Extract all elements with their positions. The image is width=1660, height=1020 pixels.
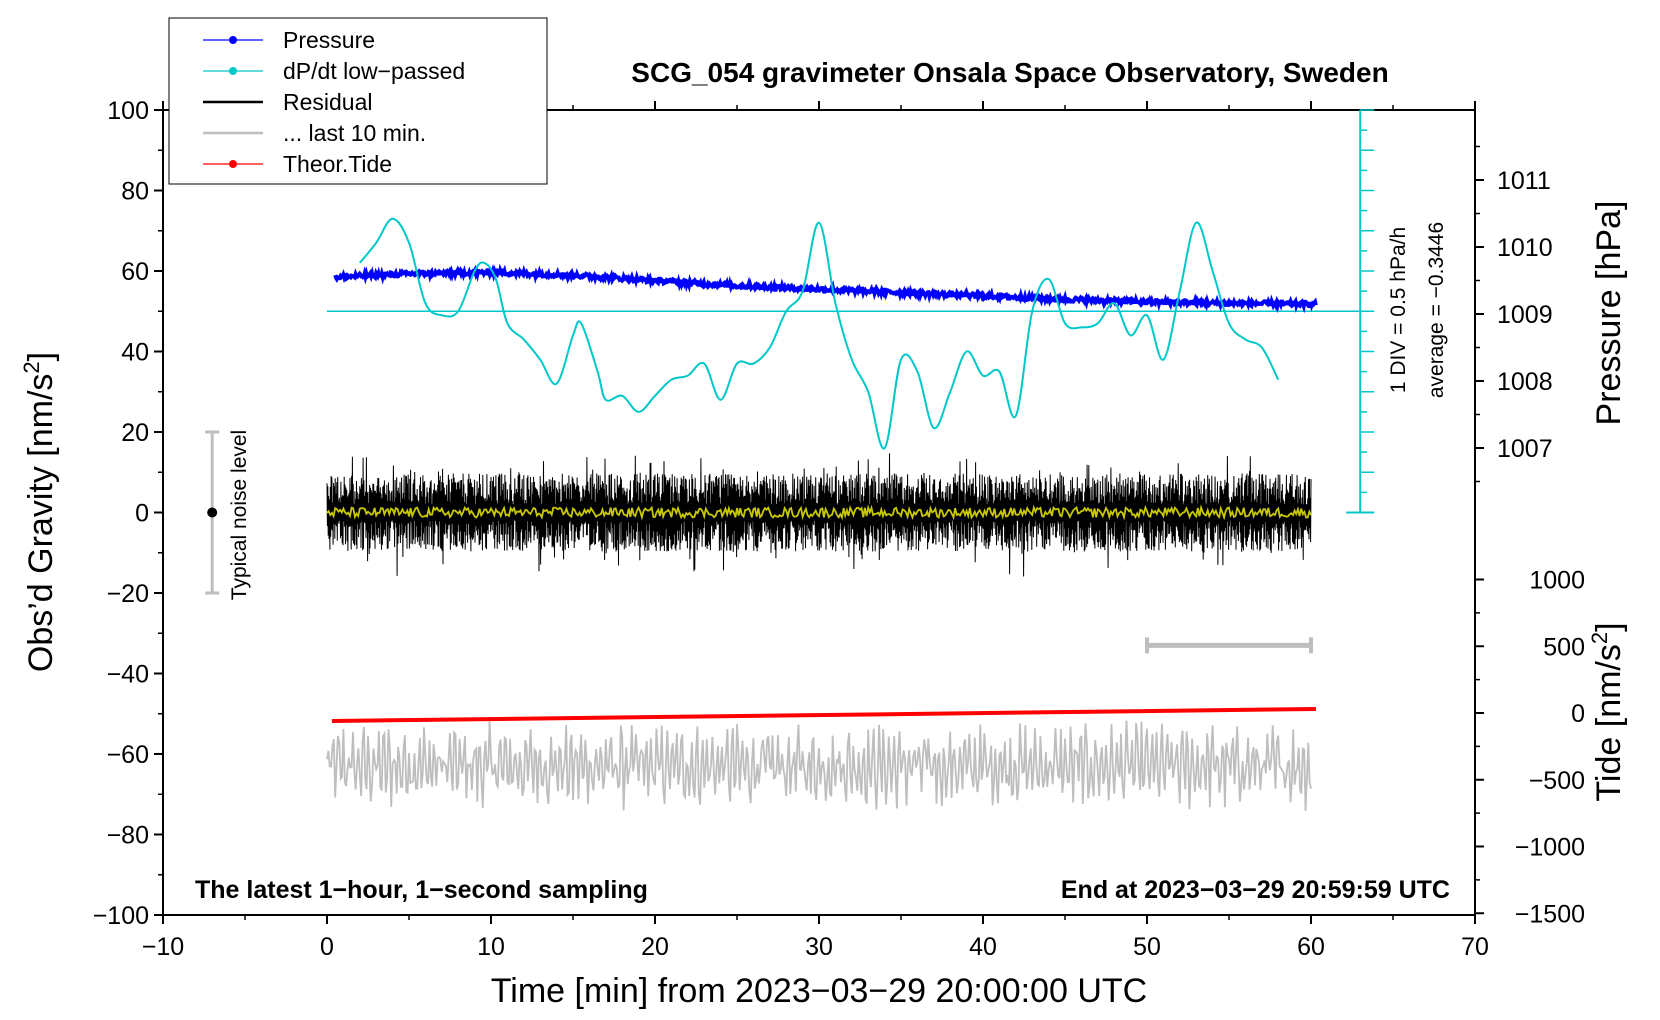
tide-tick-label: −1000	[1515, 834, 1585, 862]
noise-center-dot	[207, 507, 218, 518]
noise-level-indicator	[205, 430, 220, 595]
y-tick-label: −100	[93, 902, 149, 930]
legend-label: Pressure	[283, 27, 375, 53]
y-tick-label: −60	[107, 741, 149, 769]
x-axis-label: Time [min] from 2023−03−29 20:00:00 UTC	[491, 972, 1147, 1010]
legend-label: Residual	[283, 89, 373, 115]
pressure-tick-label: 1009	[1497, 301, 1553, 329]
legend-entries: Pressure dP/dt low−passed Residual ... last…	[203, 27, 465, 177]
x-tick-label: −10	[142, 933, 184, 961]
x-tick-label: 60	[1297, 933, 1325, 961]
legend-swatch-dot	[229, 36, 237, 44]
dpdt-scale-label: 1 DIV = 0.5 hPa/h	[1387, 227, 1410, 393]
pressure-tick-label: 1008	[1497, 368, 1553, 396]
legend-swatch-dot	[229, 67, 237, 75]
y-tick-label: 60	[121, 258, 149, 286]
pressure-line	[333, 263, 1318, 314]
y-axis-label-pressure: Pressure [hPa]	[1590, 201, 1628, 426]
x-tick-label: 40	[969, 933, 997, 961]
y-tick-label: −80	[107, 822, 149, 850]
y-tick-label: 20	[121, 419, 149, 447]
y-axis-label-tide: Tide [nm/s2]	[1587, 622, 1628, 801]
series-theor-tide	[331, 706, 1316, 724]
series-pressure	[333, 263, 1318, 314]
x-tick-label: 70	[1461, 933, 1489, 961]
dpdt-average-label: average = −0.3446	[1425, 222, 1448, 398]
period-bar	[1145, 637, 1313, 654]
annotation-end-time: End at 2023−03−29 20:59:59 UTC	[1061, 876, 1450, 904]
pressure-tick-label: 1007	[1497, 435, 1553, 463]
dpdt-line	[359, 217, 1280, 450]
x-tick-label: 30	[805, 933, 833, 961]
tide-tick-label: 0	[1571, 700, 1585, 728]
x-tick-label: 20	[641, 933, 669, 961]
pressure-tick-label: 1010	[1497, 234, 1553, 262]
annotation-sampling: The latest 1−hour, 1−second sampling	[195, 876, 648, 904]
y-tick-label: 40	[121, 339, 149, 367]
legend-label: Theor.Tide	[283, 151, 392, 177]
y-tick-label: 0	[135, 500, 149, 528]
y-tick-label: −20	[107, 580, 149, 608]
y-axis-label-gravity: Obs’d Gravity [nm/s2]	[19, 352, 60, 672]
y-tick-label: 100	[107, 97, 149, 125]
residual-smoothed-line	[326, 504, 1312, 521]
chart-title: SCG_054 gravimeter Onsala Space Observat…	[631, 57, 1388, 88]
noise-level-label: Typical noise level	[228, 430, 251, 600]
last-10-min-line	[326, 720, 1312, 811]
y-axis-pressure: 1011 1010 1009 1008 1007	[1475, 145, 1553, 483]
tide-tick-label: −1500	[1515, 900, 1585, 928]
legend: Pressure dP/dt low−passed Residual ... last…	[168, 17, 548, 185]
pressure-tick-label: 1011	[1497, 167, 1551, 195]
tide-tick-label: −500	[1529, 767, 1585, 795]
theor-tide-line	[331, 706, 1316, 724]
series-dpdt-low-passed	[359, 217, 1280, 450]
x-tick-label: 0	[320, 933, 334, 961]
y-axis-gravity: 100 80 60 40 20 0 −20 −40 −60 −80 −100	[93, 97, 163, 930]
x-axis: −10 0 10 20 30 40 50 60 70	[142, 101, 1489, 961]
y-tick-label: −40	[107, 661, 149, 689]
tide-tick-label: 500	[1543, 633, 1585, 661]
series-residual	[326, 453, 1312, 577]
x-tick-label: 50	[1133, 933, 1161, 961]
legend-label: dP/dt low−passed	[283, 58, 465, 84]
y-tick-label: 80	[121, 178, 149, 206]
residual-line	[326, 453, 1312, 577]
legend-label: ... last 10 min.	[283, 120, 426, 146]
x-tick-label: 10	[477, 933, 505, 961]
tide-tick-label: 1000	[1529, 567, 1585, 595]
y-axis-tide: 1000 500 0 −500 −1000 −1500	[1475, 567, 1585, 928]
legend-swatch-dot	[229, 160, 237, 168]
dpdt-scale-bar	[327, 109, 1375, 514]
series-last-10-min	[326, 720, 1312, 811]
